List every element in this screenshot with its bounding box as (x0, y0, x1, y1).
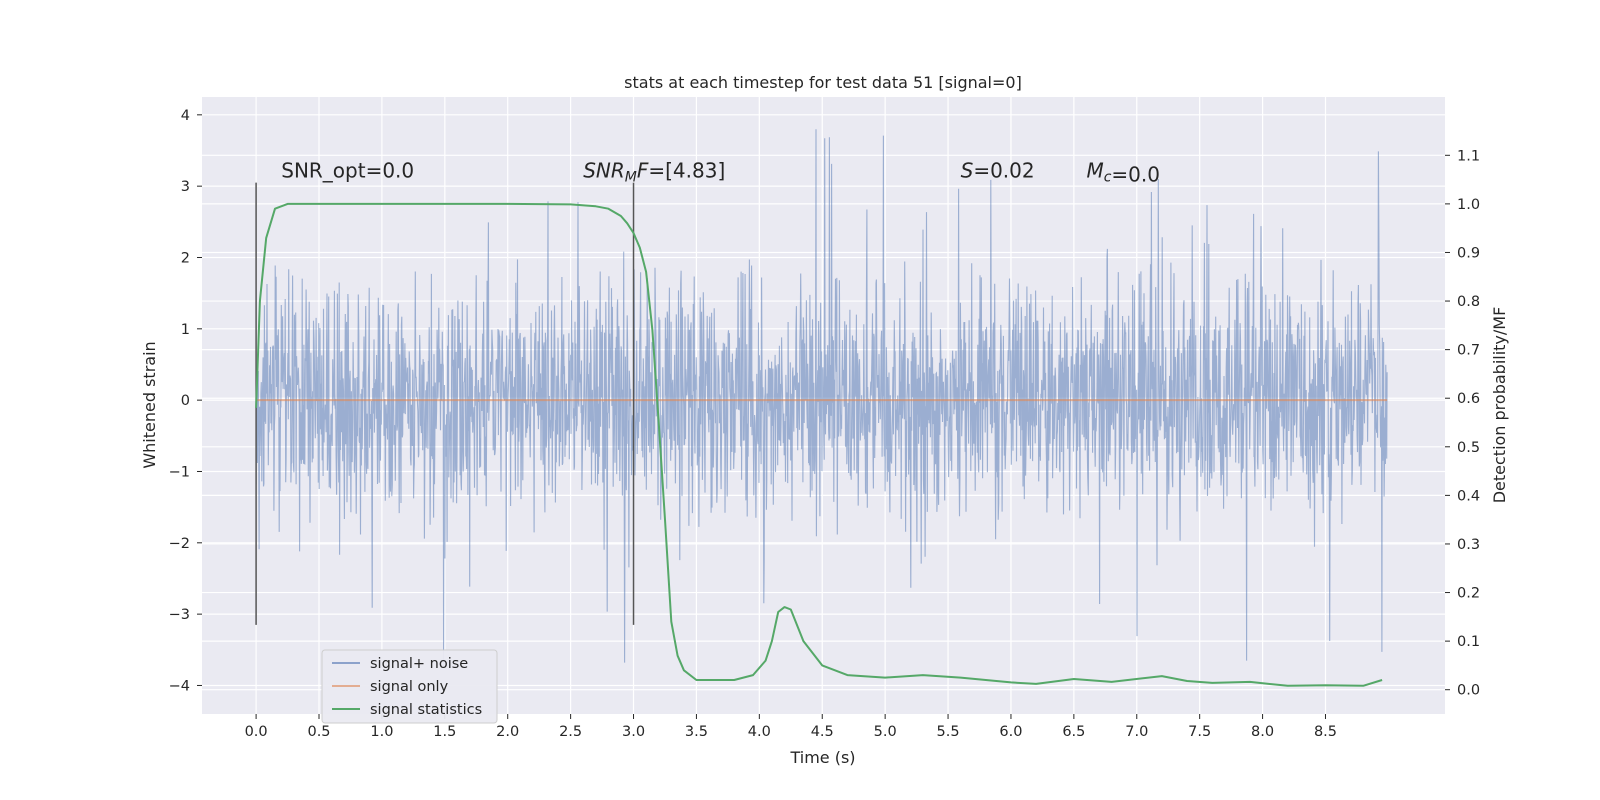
x-tick-label: 2.0 (496, 724, 519, 740)
y2-axis-label: Detection probability/MF (1490, 307, 1509, 504)
y-tick-label: 0 (181, 393, 190, 409)
x-tick-label: 6.5 (1062, 724, 1085, 740)
x-tick-label: 8.0 (1251, 724, 1274, 740)
x-tick-label: 2.5 (559, 724, 582, 740)
y-axis-label: Whitened strain (140, 341, 159, 468)
y-tick-label: −3 (169, 607, 190, 623)
annotation-text: SNR_opt=0.0 (281, 159, 414, 183)
annotation-symbol: SNR (583, 159, 625, 183)
y-tick-label: −4 (169, 678, 190, 694)
annotation-text: Mc=0.0 (1086, 159, 1160, 187)
annotation-subscript: c (1104, 170, 1112, 186)
annotation-value: =0.02 (973, 159, 1034, 183)
x-tick-label: 1.0 (370, 724, 393, 740)
legend-box (321, 649, 498, 724)
legend-label-signal-statistics: signal statistics (370, 702, 482, 718)
x-axis-label: Time (s) (789, 748, 855, 767)
legend-label-signal-noise: signal+ noise (370, 656, 468, 672)
y2-tick-label: 1.0 (1457, 197, 1480, 213)
series-signal-noise (255, 129, 1388, 668)
annotation-text: SNRMF=[4.83] (583, 159, 725, 186)
y2-tick-label: 0.5 (1457, 440, 1480, 456)
legend: signal+ noise signal only signal statist… (321, 649, 498, 724)
annotation-text: S=0.02 (961, 159, 1035, 183)
annotations: SNR_opt=0.0 SNRMF=[4.83] S=0.02 Mc=0.0 (281, 159, 1160, 187)
y-tick-label: 4 (181, 108, 190, 124)
annotation-symbol: M (1086, 159, 1103, 183)
signal-noise-line (255, 129, 1388, 668)
annotation-value: =0.0 (1111, 163, 1160, 187)
y2-tick-label: 0.4 (1457, 488, 1480, 504)
y2-tick-label: 0.6 (1457, 391, 1480, 407)
x-tick-label: 7.0 (1125, 724, 1148, 740)
x-tick-label: 3.0 (622, 724, 645, 740)
y2-tick-label: 1.1 (1457, 148, 1480, 164)
y-tick-label: 1 (181, 322, 190, 338)
annotation-value: =0.0 (366, 159, 415, 183)
annotation-subscript: M (625, 170, 637, 186)
y2-tick-label: 0.1 (1457, 634, 1480, 650)
x-tick-label: 0.0 (245, 724, 268, 740)
x-tick-label: 5.0 (874, 724, 897, 740)
x-tick-label: 6.0 (999, 724, 1022, 740)
x-tick-label: 3.5 (685, 724, 708, 740)
annotation-symbol: S (961, 159, 974, 183)
x-tick-label: 7.5 (1188, 724, 1211, 740)
y-axis-ticks: 4 3 2 1 0 −1 −2 −3 −4 (169, 108, 202, 694)
x-tick-label: 4.5 (811, 724, 834, 740)
x-axis-ticks: 0.0 0.5 1.0 1.5 2.0 2.5 3.0 3.5 4.0 4.5 5.0 5.5 6.0 6… (245, 714, 1337, 740)
y-tick-label: −2 (169, 536, 190, 552)
y-tick-label: 2 (181, 250, 190, 266)
y2-tick-label: 0.0 (1457, 683, 1480, 699)
signal-statistics-line (255, 202, 1383, 687)
x-tick-label: 8.5 (1314, 724, 1337, 740)
y2-axis-ticks: 1.1 1.0 0.9 0.8 0.7 0.6 0.5 0.4 0.3 0.2 0.1 0.0 (1445, 148, 1480, 699)
y2-tick-label: 0.8 (1457, 294, 1480, 310)
y2-tick-label: 0.9 (1457, 245, 1480, 261)
annotation-symbol: SNR_opt (281, 159, 365, 183)
y2-tick-label: 0.2 (1457, 586, 1480, 602)
series-signal-statistics (255, 202, 1383, 687)
x-tick-label: 5.5 (937, 724, 960, 740)
x-tick-label: 0.5 (307, 724, 330, 740)
y2-tick-label: 0.7 (1457, 343, 1480, 359)
legend-label-signal-only: signal only (370, 679, 449, 695)
annotation-value: =[4.83] (648, 159, 725, 183)
chart-title: stats at each timestep for test data 51 … (624, 73, 1022, 92)
y2-tick-label: 0.3 (1457, 537, 1480, 553)
annotation-suffix: F (637, 159, 649, 183)
x-tick-label: 1.5 (433, 724, 456, 740)
x-tick-label: 4.0 (748, 724, 771, 740)
y-tick-label: −1 (169, 464, 190, 480)
y-tick-label: 3 (181, 179, 190, 195)
